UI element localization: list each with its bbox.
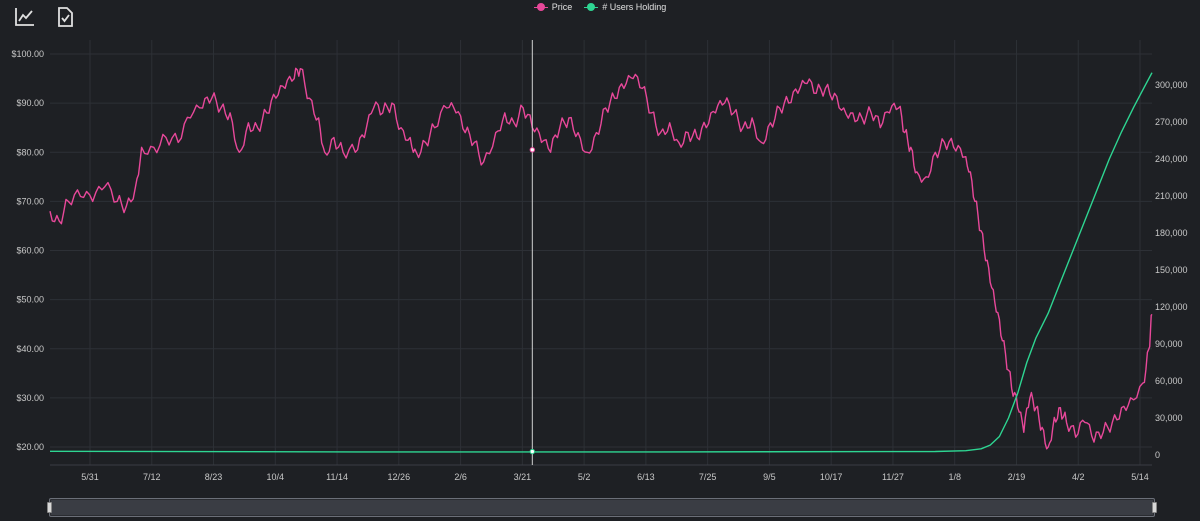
x-tick-label: 5/14 (1131, 472, 1149, 482)
x-tick-label: 5/2 (578, 472, 591, 482)
x-tick-label: 9/5 (763, 472, 776, 482)
x-tick-label: 10/17 (820, 472, 843, 482)
y-right-tick-label: 60,000 (1155, 376, 1183, 386)
x-tick-label: 12/26 (388, 472, 411, 482)
y-left-tick-label: $20.00 (16, 442, 44, 452)
y-right-tick-label: 90,000 (1155, 339, 1183, 349)
users-holding-series-line (49, 72, 1153, 453)
legend-item-price[interactable]: Price (533, 2, 573, 12)
x-tick-label: 2/6 (454, 472, 467, 482)
x-tick-label: 11/14 (326, 472, 348, 482)
y-right-tick-label: 240,000 (1155, 154, 1188, 164)
y-left-tick-label: $80.00 (16, 147, 44, 157)
x-tick-label: 4/2 (1072, 472, 1085, 482)
range-slider-left-handle[interactable] (47, 502, 52, 513)
line-chart-icon[interactable] (14, 6, 36, 28)
y-right-tick-label: 180,000 (1155, 228, 1188, 238)
y-right-tick-label: 300,000 (1155, 80, 1188, 90)
y-left-tick-label: $70.00 (16, 196, 44, 206)
x-tick-label: 7/25 (699, 472, 717, 482)
price-legend-swatch (533, 3, 548, 11)
y-right-tick-label: 210,000 (1155, 191, 1188, 201)
y-left-tick-label: $60.00 (16, 246, 44, 256)
price-series-line (49, 67, 1153, 450)
range-slider[interactable] (47, 498, 1157, 517)
x-tick-label: 6/13 (637, 472, 655, 482)
crosshair-users-point (529, 448, 536, 455)
legend-label-users-holding: # Users Holding (602, 2, 667, 12)
range-slider-selection[interactable] (51, 500, 1153, 515)
x-tick-label: 5/31 (81, 472, 99, 482)
crosshair-price-point (529, 147, 536, 153)
y-left-tick-label: $50.00 (16, 295, 44, 305)
users-legend-swatch (584, 3, 599, 11)
x-tick-label: 10/4 (267, 472, 285, 482)
y-right-tick-label: 30,000 (1155, 413, 1183, 423)
y-right-tick-label: 270,000 (1155, 117, 1188, 127)
x-tick-label: 8/23 (205, 472, 223, 482)
y-left-tick-label: $40.00 (16, 344, 44, 354)
legend-item-users-holding[interactable]: # Users Holding (584, 2, 666, 12)
chart-legend: Price # Users Holding (0, 0, 1200, 14)
range-slider-right-handle[interactable] (1152, 502, 1157, 513)
y-left-tick-label: $90.00 (16, 98, 44, 108)
legend-label-price: Price (551, 2, 573, 12)
y-right-tick-label: 120,000 (1155, 302, 1188, 312)
x-tick-label: 7/12 (143, 472, 161, 482)
x-tick-label: 11/27 (882, 472, 904, 482)
y-left-tick-label: $30.00 (16, 393, 44, 403)
price-users-chart[interactable]: 5/31 7/12 8/23 10/4 11/14 12/26 2/6 3/21 5/2 6/13… (0, 0, 1200, 495)
x-tick-label: 2/19 (1008, 472, 1026, 482)
x-tick-label: 1/8 (948, 472, 961, 482)
toolbar (14, 6, 76, 28)
y-right-tick-label: 0 (1155, 450, 1160, 460)
document-check-icon[interactable] (54, 6, 76, 28)
x-tick-label: 3/21 (514, 472, 532, 482)
y-right-tick-label: 150,000 (1155, 265, 1188, 275)
y-left-tick-label: $100.00 (11, 49, 44, 59)
